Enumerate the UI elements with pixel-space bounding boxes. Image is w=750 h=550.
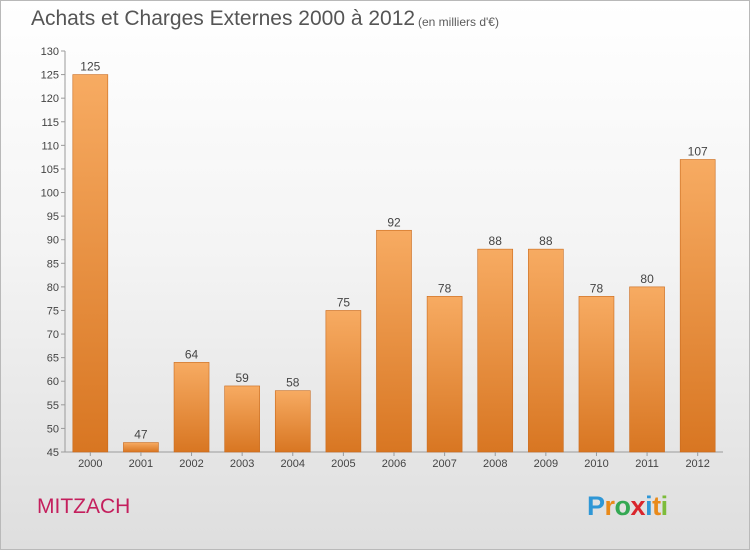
brand-letter: x (630, 491, 646, 521)
data-label-2008: 88 (489, 234, 503, 248)
bar-2007 (426, 296, 463, 453)
x-tick-label-2005: 2005 (331, 458, 355, 470)
x-tick-label-2009: 2009 (534, 458, 558, 470)
y-tick-label: 60 (47, 376, 59, 388)
x-tick-label-2002: 2002 (179, 458, 203, 470)
chart-subtitle: (en milliers d'€) (418, 15, 499, 29)
data-label-2003: 59 (235, 371, 249, 385)
y-tick-label: 120 (41, 93, 59, 105)
bar-2012 (679, 159, 716, 453)
data-label-2004: 58 (286, 376, 300, 390)
bar-2001 (123, 442, 159, 453)
data-label-2012: 107 (688, 145, 708, 159)
y-tick-label: 45 (47, 447, 59, 459)
y-tick-label: 75 (47, 305, 59, 317)
place-name: MITZACH (37, 495, 131, 518)
y-tick-label: 80 (47, 282, 59, 294)
bar-2008 (477, 248, 514, 453)
proxiti-logo: Proxiti (587, 491, 668, 522)
x-tick-label-2007: 2007 (432, 458, 456, 470)
brand-letter: t (652, 491, 661, 521)
chart-title: Achats et Charges Externes 2000 à 2012 (31, 7, 416, 30)
brand-letter: r (604, 491, 616, 521)
y-tick-label: 95 (47, 211, 59, 223)
data-label-2002: 64 (185, 347, 199, 361)
data-label-2009: 88 (539, 234, 553, 248)
y-tick-label: 100 (41, 188, 59, 200)
brand-letter: i (645, 491, 653, 521)
data-label-2005: 75 (337, 295, 351, 309)
x-tick-label-2003: 2003 (230, 458, 254, 470)
bar-2004 (274, 390, 311, 453)
y-tick-label: 65 (47, 353, 59, 365)
y-tick-label: 130 (41, 46, 59, 58)
data-label-2007: 78 (438, 281, 452, 295)
x-tick-label-2004: 2004 (281, 458, 305, 470)
y-tick-label: 115 (41, 117, 59, 129)
y-tick-label: 105 (41, 164, 59, 176)
y-tick-label: 125 (41, 70, 59, 82)
y-tick-label: 90 (47, 235, 59, 247)
brand-letter: i (660, 491, 669, 521)
data-label-2000: 125 (80, 60, 100, 74)
y-tick-label: 110 (41, 140, 59, 152)
data-label-2011: 80 (640, 272, 654, 286)
bar-2003 (224, 385, 260, 453)
bar-2002 (173, 362, 210, 453)
y-tick-label: 85 (47, 258, 59, 270)
x-tick-label-2011: 2011 (635, 458, 659, 470)
x-tick-label-2006: 2006 (382, 458, 406, 470)
y-tick-label: 50 (47, 423, 59, 435)
x-tick-label-2008: 2008 (483, 458, 507, 470)
data-label-2001: 47 (134, 428, 148, 442)
bar-2006 (376, 229, 412, 453)
brand-letter: o (614, 491, 632, 521)
x-tick-label-2012: 2012 (685, 458, 709, 470)
x-tick-label-2000: 2000 (78, 458, 102, 470)
bar-2011 (629, 286, 665, 453)
y-tick-label: 55 (47, 400, 59, 412)
bar-2010 (578, 296, 615, 453)
y-tick-label: 70 (47, 329, 59, 341)
x-tick-label-2001: 2001 (129, 458, 153, 470)
brand-letter: P (587, 491, 605, 521)
data-label-2010: 78 (590, 281, 604, 295)
bar-2005 (325, 310, 362, 453)
data-label-2006: 92 (387, 215, 401, 229)
bar-2009 (528, 248, 564, 453)
bar-2000 (72, 74, 109, 453)
x-tick-label-2010: 2010 (584, 458, 608, 470)
